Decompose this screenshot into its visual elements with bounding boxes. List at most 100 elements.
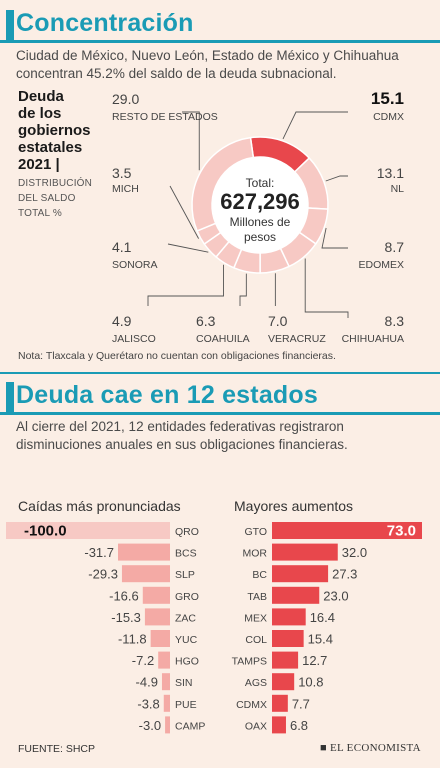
increase-category-label: AGS — [245, 677, 267, 689]
increase-value-label: 73.0 — [387, 523, 416, 540]
donut-center-unit: pesos — [244, 230, 276, 244]
increase-bar — [272, 543, 338, 561]
donut-leader-line — [325, 175, 348, 182]
donut-hole — [212, 157, 308, 253]
increase-category-label: MEX — [244, 612, 267, 624]
title-accent-bar — [6, 10, 14, 40]
intro-text: Ciudad de México, Nuevo León, Estado de … — [16, 48, 399, 81]
donut-category-label: NL — [391, 183, 405, 195]
donut-category-label: COAHUILA — [196, 333, 250, 345]
donut-subtitle: Deuda de los gobiernos estatales 2021 | — [18, 88, 91, 173]
decrease-value-label: -16.6 — [109, 588, 139, 603]
donut-subtitle-line: de los — [18, 105, 62, 122]
decrease-category-label: SIN — [175, 677, 193, 689]
increase-category-label: MOR — [243, 548, 268, 560]
decrease-category-label: PUE — [175, 699, 197, 711]
brand-name: EL ECONOMISTA — [330, 742, 421, 754]
decrease-value-label: -11.8 — [118, 632, 147, 647]
decrease-bar — [118, 543, 170, 561]
donut-subtitle-line: gobiernos — [18, 122, 91, 139]
decrease-bar — [142, 586, 170, 604]
decrease-category-label: ZAC — [175, 612, 196, 624]
decrease-value-label: -3.8 — [137, 696, 159, 711]
increase-bar — [272, 694, 288, 712]
brand-logo: ■ EL ECONOMISTA — [320, 742, 421, 754]
donut-category-label: MICH — [112, 183, 139, 195]
increase-bar — [272, 630, 304, 647]
donut-caption: DISTRIBUCIÓN DEL SALDO TOTAL % — [18, 176, 92, 221]
decrease-value-label: -4.9 — [136, 675, 158, 690]
increase-bar — [272, 565, 329, 583]
decrease-category-label: YUC — [175, 634, 198, 646]
donut-category-label: VERACRUZ — [268, 333, 326, 345]
increase-bar — [272, 673, 295, 691]
increase-bar — [272, 716, 286, 734]
decrease-value-label: -3.0 — [139, 718, 161, 733]
donut-value-label: 29.0 — [112, 91, 139, 107]
donut-center-unit: Millones de — [230, 215, 291, 229]
donut-value-label: 13.1 — [377, 165, 404, 181]
donut-leader-line — [304, 258, 349, 318]
donut-subtitle-line: Deuda — [18, 88, 64, 105]
decrease-category-label: HGO — [175, 656, 199, 668]
left-chart-header: Caídas más pronunciadas — [18, 498, 181, 514]
decrease-bar — [163, 694, 170, 712]
brand-mark-icon: ■ — [320, 742, 330, 754]
right-chart-header: Mayores aumentos — [234, 498, 354, 514]
increase-bar — [272, 608, 306, 626]
decrease-category-label: QRO — [175, 526, 199, 538]
donut-value-label: 15.1 — [371, 89, 404, 108]
donut-category-label: SONORA — [112, 259, 158, 271]
increase-value-label: 16.4 — [310, 610, 335, 625]
increase-value-label: 10.8 — [298, 675, 323, 690]
donut-center-value: 627,296 — [220, 189, 300, 214]
decrease-value-label: -100.0 — [24, 523, 67, 540]
increase-category-label: BC — [252, 569, 267, 581]
decrease-bar — [6, 522, 170, 539]
decrease-bar — [121, 565, 170, 583]
decrease-category-label: SLP — [175, 569, 195, 581]
source-text: FUENTE: SHCP — [18, 743, 96, 755]
increase-value-label: 6.8 — [290, 718, 308, 733]
increase-bar — [272, 522, 422, 539]
donut-category-label: RESTO DE ESTADOS — [112, 111, 218, 123]
intro-text-2: Al cierre del 2021, 12 entidades federat… — [16, 419, 348, 452]
decrease-value-label: -31.7 — [84, 545, 114, 560]
increase-category-label: GTO — [244, 526, 267, 538]
donut-leader-line — [282, 111, 348, 140]
decrease-bar — [144, 608, 170, 626]
decrease-bar — [165, 716, 170, 734]
increase-category-label: COL — [245, 634, 267, 646]
donut-value-label: 3.5 — [112, 165, 132, 181]
decrease-category-label: BCS — [175, 548, 197, 560]
increase-category-label: OAX — [245, 720, 267, 732]
donut-center-label: Total: — [246, 176, 275, 190]
donut-value-label: 8.3 — [385, 313, 405, 329]
increase-value-label: 27.3 — [332, 567, 357, 582]
decrease-value-label: -29.3 — [88, 567, 118, 582]
decrease-bar — [150, 630, 170, 647]
donut-leader-line — [182, 111, 200, 171]
increase-value-label: 15.4 — [308, 632, 333, 647]
donut-caption-line: DISTRIBUCIÓN — [18, 178, 93, 189]
donut-value-label: 8.7 — [385, 239, 405, 255]
donut-category-label: EDOMEX — [358, 259, 404, 271]
donut-category-label: CHIHUAHUA — [342, 333, 404, 345]
donut-category-label: CDMX — [373, 111, 404, 123]
donut-value-label: 4.1 — [112, 239, 132, 255]
donut-category-label: JALISCO — [112, 333, 156, 345]
section-title-deuda-cae: Deuda cae en 12 estados — [16, 381, 318, 409]
decrease-bar — [158, 651, 170, 669]
donut-caption-line: DEL SALDO — [18, 193, 76, 204]
increase-category-label: TAMPS — [232, 656, 267, 668]
donut-leader-line — [321, 227, 348, 249]
decrease-value-label: -15.3 — [111, 610, 141, 625]
title-rule — [0, 412, 440, 415]
increase-bar — [272, 586, 320, 604]
donut-leader-line — [147, 264, 224, 306]
decrease-category-label: GRO — [175, 591, 199, 603]
donut-leader-line — [169, 185, 199, 239]
increase-category-label: TAB — [247, 591, 267, 603]
donut-subtitle-line: estatales — [18, 139, 83, 156]
